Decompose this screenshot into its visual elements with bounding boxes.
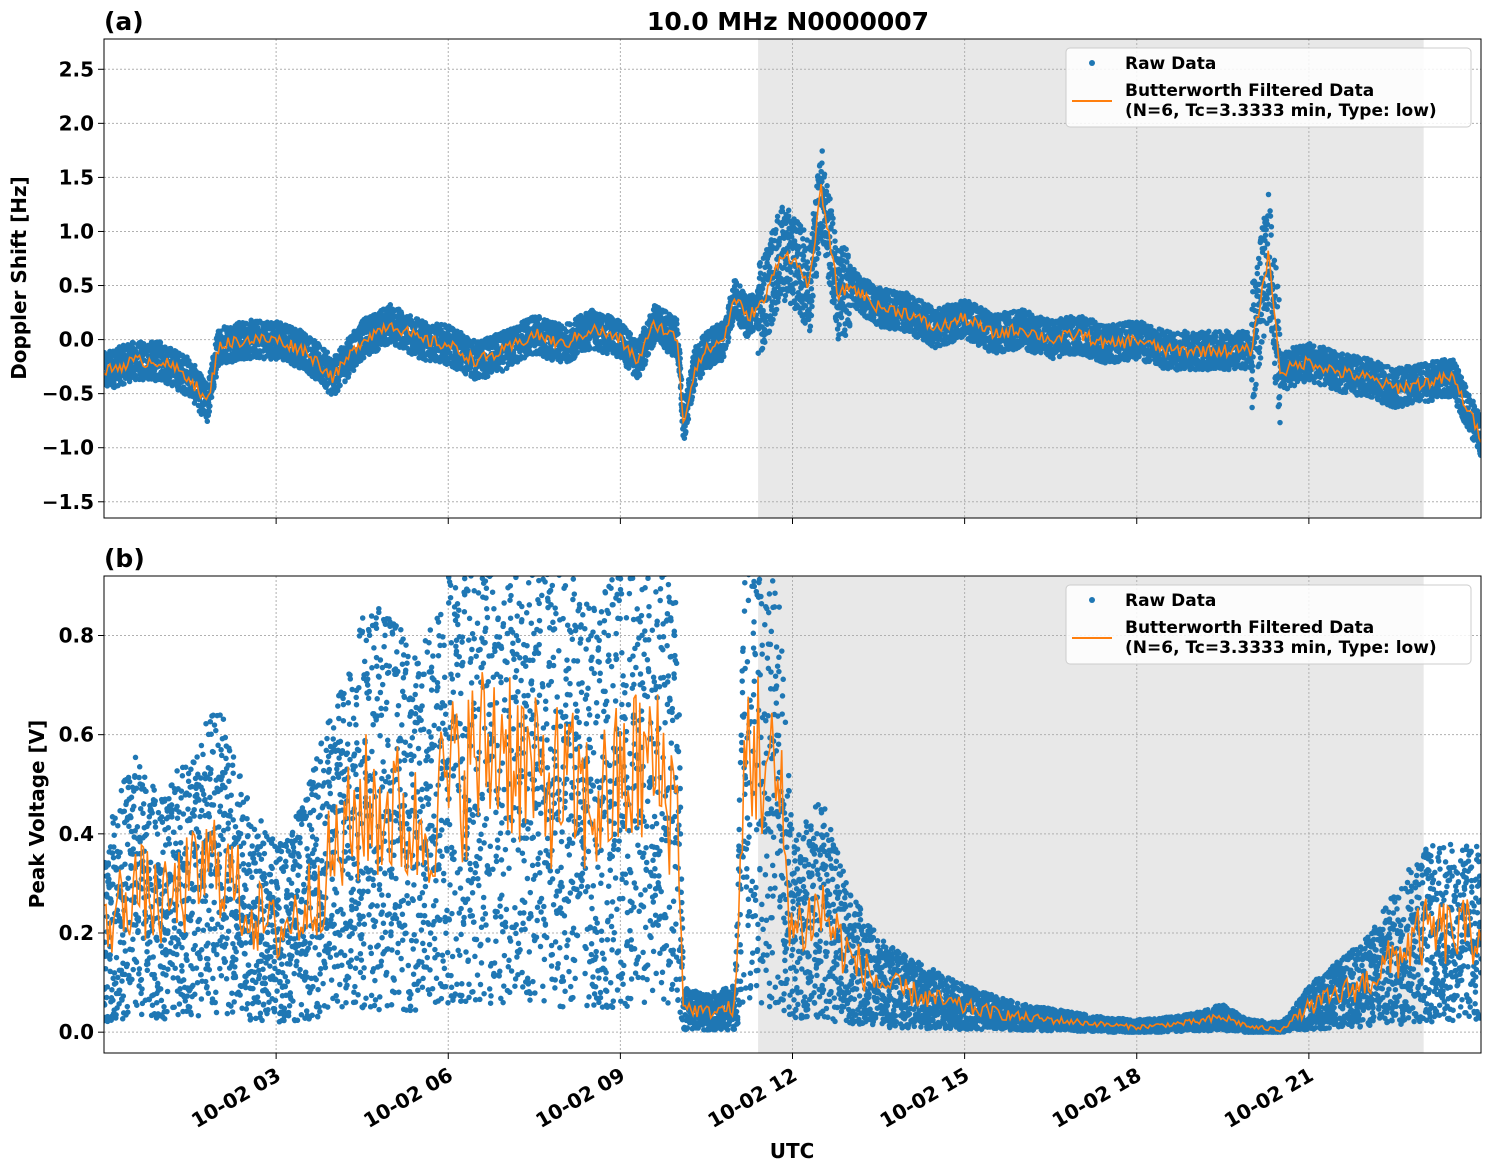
y-tick-label: 0.0 [59,328,94,352]
legend-filtered-label-line: (N=6, Tc=3.3333 min, Type: low) [1125,101,1437,121]
x-axis-label: UTC [770,1139,815,1163]
legend-a: Raw Data Butterworth Filtered Data (N=6, … [1065,47,1472,128]
y-axis-label-b: Peak Voltage [V] [25,720,49,909]
x-ticks: 10-02 03 10-02 06 10-02 09 10-02 12 10-02 15… [187,1053,1317,1133]
x-tick-label: 10-02 09 [531,1063,629,1133]
x-tick-label: 10-02 18 [1048,1063,1146,1133]
y-tick-label: 0.6 [59,723,94,747]
legend-raw-marker [1089,60,1095,66]
doppler-shift-panel: −1.5 −1.0 −0.5 0.0 0.5 1.0 1.5 2.0 2.5 (a) 10.0 … [7,7,1482,524]
y-tick-label: −1.5 [42,490,94,514]
filtered-data-line [104,183,1481,443]
y-ticks: −1.5 −1.0 −0.5 0.0 0.5 1.0 1.5 2.0 2.5 [42,57,104,514]
x-tick-label: 10-02 21 [1220,1063,1318,1133]
y-tick-label: 0.2 [59,921,94,945]
x-tick-label: 10-02 15 [876,1063,974,1133]
y-tick-label: 2.5 [59,57,94,81]
legend-box [1065,47,1472,128]
y-axis-label-a: Doppler Shift [Hz] [7,176,31,380]
chart-title: 10.0 MHz N0000007 [647,7,929,36]
x-tick-label: 10-02 06 [359,1063,457,1133]
panel-label-b: (b) [104,544,145,573]
x-tick-label: 10-02 12 [703,1063,801,1133]
y-tick-label: −0.5 [42,382,94,406]
legend-b: Raw Data Butterworth Filtered Data (N=6, … [1065,584,1472,665]
x-tick-label: 10-02 03 [187,1063,285,1133]
y-tick-label: −1.0 [42,436,94,460]
y-tick-label: 0.4 [59,822,94,846]
panel-label-a: (a) [104,7,144,36]
y-tick-label: 0.8 [59,624,94,648]
peak-voltage-panel: 0.0 0.2 0.4 0.6 0.8 10-02 03 10-02 06 10-02 09… [25,544,1482,1163]
y-tick-label: 1.0 [59,219,94,243]
x-ticks [275,518,1310,524]
y-tick-label: 1.5 [59,165,94,189]
filtered-data-line [104,672,1481,1033]
legend-filtered-label-line: (N=6, Tc=3.3333 min, Type: low) [1125,638,1437,658]
legend-raw-marker [1089,597,1095,603]
y-tick-label: 0.5 [59,274,94,298]
legend-box [1065,584,1472,665]
y-tick-label: 0.0 [59,1020,94,1044]
legend-raw-label: Raw Data [1125,54,1216,74]
y-ticks: 0.0 0.2 0.4 0.6 0.8 [59,624,104,1044]
legend-filtered-label: Butterworth Filtered Data (N=6, Tc=3.3333… [1125,81,1437,121]
legend-filtered-label-line: Butterworth Filtered Data [1125,618,1374,638]
legend-filtered-label: Butterworth Filtered Data (N=6, Tc=3.3333… [1125,618,1437,658]
legend-filtered-label-line: Butterworth Filtered Data [1125,81,1374,101]
y-tick-label: 2.0 [59,111,94,135]
legend-raw-label: Raw Data [1125,591,1216,611]
